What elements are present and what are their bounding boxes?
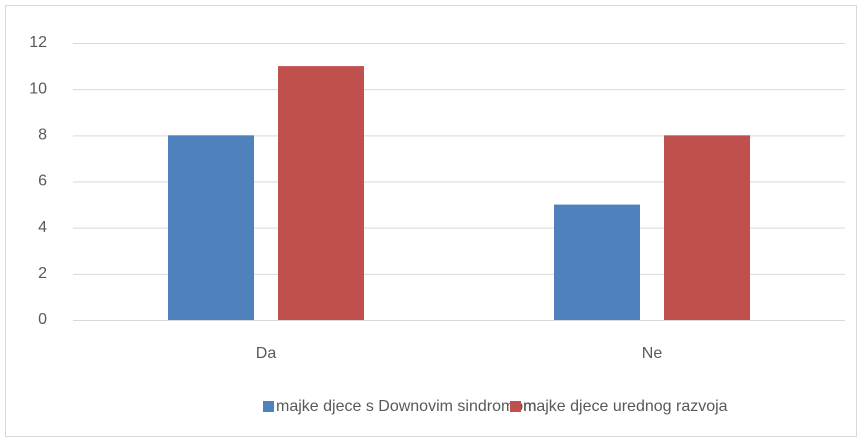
- bar: [554, 204, 640, 320]
- y-tick-label: 6: [38, 173, 47, 190]
- y-tick-label: 10: [29, 80, 47, 97]
- legend-swatch: [263, 401, 274, 412]
- y-tick-label: 4: [38, 219, 47, 236]
- y-tick-label: 0: [38, 311, 47, 328]
- x-tick-label: Ne: [642, 345, 663, 362]
- legend-label: majke djece s Downovim sindromom: [276, 398, 537, 415]
- y-tick-label: 8: [38, 127, 47, 144]
- legend-swatch: [510, 401, 521, 412]
- x-tick-label: Da: [256, 345, 277, 362]
- bar: [664, 135, 750, 320]
- bar: [168, 135, 254, 320]
- legend-label: majke djece urednog razvoja: [523, 398, 728, 415]
- y-tick-label: 12: [29, 34, 47, 51]
- bar: [278, 66, 364, 320]
- y-tick-label: 2: [38, 265, 47, 282]
